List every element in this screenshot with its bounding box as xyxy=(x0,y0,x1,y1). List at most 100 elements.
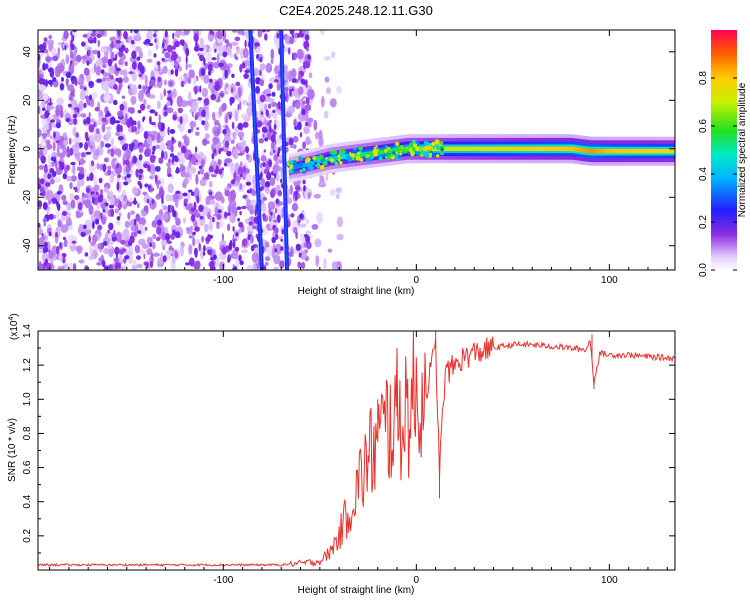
noise-blob xyxy=(38,53,41,61)
noise-blob xyxy=(78,223,85,234)
noise-blob xyxy=(124,61,128,67)
noise-blob xyxy=(167,173,172,177)
noise-blob xyxy=(61,211,68,216)
noise-blob xyxy=(235,56,238,61)
noise-blob xyxy=(106,110,110,117)
noise-blob xyxy=(110,148,115,158)
band-speckle xyxy=(366,154,370,158)
noise-blob xyxy=(151,133,156,141)
noise-blob xyxy=(81,41,86,47)
noise-blob xyxy=(176,194,180,200)
noise-blob xyxy=(199,215,204,220)
noise-blob xyxy=(67,225,73,231)
noise-blob xyxy=(188,235,193,239)
band-cell xyxy=(650,149,654,154)
noise-blob xyxy=(39,248,43,253)
band-cell xyxy=(510,146,514,151)
noise-blob xyxy=(129,235,135,244)
noise-blob xyxy=(97,243,102,250)
noise-blob xyxy=(118,59,123,65)
noise-blob xyxy=(219,63,223,68)
noise-blob xyxy=(174,231,181,239)
noise-blob xyxy=(224,189,230,197)
noise-blob xyxy=(289,88,292,98)
band-speckle xyxy=(434,139,440,145)
band-speckle xyxy=(420,150,424,154)
noise-blob xyxy=(289,184,293,195)
noise-blob xyxy=(38,164,45,171)
band-speckle xyxy=(356,151,361,156)
snr-frame xyxy=(37,330,676,571)
noise-blob xyxy=(264,186,270,195)
noise-blob xyxy=(213,148,216,155)
noise-blob xyxy=(163,106,166,111)
noise-blob xyxy=(269,177,276,187)
noise-blob xyxy=(132,61,137,70)
band-speckle xyxy=(411,153,414,157)
noise-blob xyxy=(174,250,177,258)
noise-blob xyxy=(40,138,45,149)
colorbar: 0.0 0.2 0.4 0.6 0.8 Normalized spectral ampl… xyxy=(698,30,748,277)
noise-blob xyxy=(68,262,74,270)
noise-blob xyxy=(65,117,71,123)
noise-blob xyxy=(42,246,49,253)
noise-blob xyxy=(298,219,301,223)
noise-blob xyxy=(143,254,146,259)
noise-blob xyxy=(221,233,224,241)
colorbar-gradient xyxy=(711,30,737,270)
noise-blob xyxy=(161,150,164,160)
noise-blob xyxy=(165,107,174,114)
noise-blob xyxy=(192,76,197,86)
noise-blob xyxy=(94,148,100,156)
band-cell xyxy=(574,147,578,152)
y-tick-label: 1.4 xyxy=(22,324,33,338)
band-cell xyxy=(672,149,675,154)
noise-blob xyxy=(197,97,203,101)
noise-blob xyxy=(265,63,273,73)
noise-blob xyxy=(302,141,307,150)
noise-blob xyxy=(298,252,302,258)
noise-blob xyxy=(164,51,171,59)
noise-blob xyxy=(136,255,141,260)
noise-blob xyxy=(196,195,200,204)
colorbar-tick-label: 0.4 xyxy=(698,167,709,181)
noise-blob xyxy=(298,86,304,96)
band-cell xyxy=(496,146,500,151)
band-speckle xyxy=(385,155,391,161)
band-cell xyxy=(486,146,490,151)
band-speckle xyxy=(318,152,321,156)
noise-blob xyxy=(154,165,161,172)
noise-blob xyxy=(185,227,191,232)
noise-blob xyxy=(274,208,278,214)
noise-blob xyxy=(110,208,115,217)
noise-blob xyxy=(49,115,54,121)
noise-blob xyxy=(48,231,52,237)
noise-blob xyxy=(225,115,228,124)
noise-blob xyxy=(261,226,268,236)
noise-blob xyxy=(255,85,260,94)
noise-blob xyxy=(70,199,76,209)
noise-blob xyxy=(102,72,110,77)
noise-blob xyxy=(172,88,177,99)
noise-blob xyxy=(84,131,89,140)
band-cell xyxy=(552,146,556,151)
noise-blob xyxy=(230,179,236,185)
noise-blob xyxy=(62,256,66,261)
noise-blob xyxy=(260,178,265,185)
noise-blob xyxy=(209,265,216,270)
noise-blob xyxy=(56,190,62,195)
noise-blob xyxy=(270,48,275,60)
band-speckle xyxy=(392,147,396,152)
noise-blob xyxy=(92,30,96,34)
band-speckle xyxy=(399,152,403,156)
noise-blob xyxy=(38,77,44,85)
noise-blob xyxy=(130,120,137,126)
noise-blob xyxy=(83,224,87,230)
noise-blob xyxy=(226,150,232,157)
band-cell xyxy=(506,146,510,151)
noise-blob xyxy=(185,262,190,266)
noise-blob xyxy=(117,174,121,179)
noise-blob xyxy=(237,217,241,222)
noise-blob xyxy=(195,173,199,185)
band-speckle xyxy=(425,153,430,158)
